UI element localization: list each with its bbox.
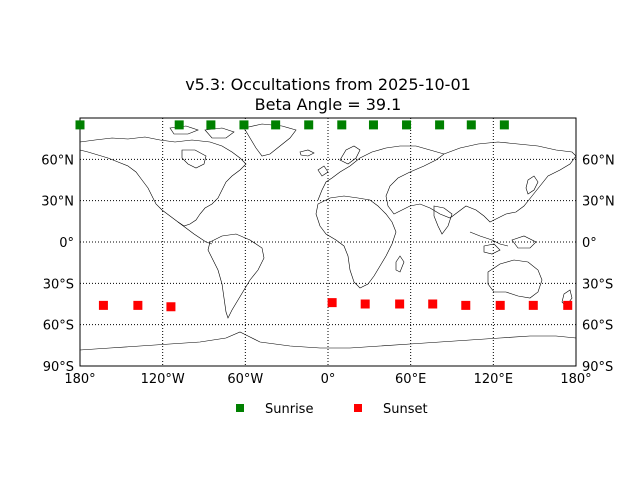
sunset-marker [528,300,538,310]
y-tick-label-right: 30°N [582,195,615,210]
sunset-marker [495,300,505,310]
sunrise-marker [402,120,412,130]
sunrise-marker [206,120,216,130]
sunset-marker [98,300,108,310]
legend-sunrise-marker [236,404,244,412]
x-tick-label: 120°W [141,372,185,387]
sunrise-marker [304,120,314,130]
map-frame [79,117,577,367]
sunrise-marker [435,120,445,130]
sunset-marker [428,299,438,309]
sunset-marker [166,302,176,312]
y-tick-label-left: 0° [59,236,74,251]
title-line-1: v5.3: Occultations from 2025-10-01 [185,75,471,94]
y-tick-label-left: 90°S [43,360,74,375]
sunrise-marker [239,120,249,130]
x-tick-label: 180° [560,372,591,387]
sunrise-marker [75,120,85,130]
coastlines [79,123,577,351]
sunset-marker [461,300,471,310]
sunset-marker [133,300,143,310]
x-tick-label: 60°W [227,372,263,387]
sunset-marker [395,299,405,309]
sunrise-marker [271,120,281,130]
sunrise-marker [368,120,378,130]
x-tick-label: 60°E [395,372,426,387]
x-tick-label: 0° [321,372,336,387]
x-tick-label: 180° [64,372,95,387]
sunset-marker [327,298,337,308]
y-tick-label-right: 0° [582,236,597,251]
y-tick-label-left: 60°S [43,319,74,334]
axis-ticks: 180° 120°W 60°W 0° 60°E 120°E 180° 60°N 60°N 30°N… [41,153,615,387]
y-tick-label-right: 90°S [582,360,613,375]
x-tick-label: 120°E [474,372,514,387]
gridlines [80,118,576,366]
y-tick-label-left: 60°N [41,153,74,168]
y-tick-label-right: 60°N [582,153,615,168]
sunrise-marker [337,120,347,130]
sunset-marker [563,300,573,310]
sunrise-marker [499,120,509,130]
sunrise-marker [466,120,476,130]
y-tick-label-left: 30°S [43,277,74,292]
legend-sunrise-label: Sunrise [265,402,313,417]
sunrise-marker [174,120,184,130]
title-line-2: Beta Angle = 39.1 [255,95,402,114]
y-tick-label-right: 30°S [582,277,613,292]
y-tick-label-left: 30°N [41,195,74,210]
sunset-marker [360,299,370,309]
legend: Sunrise Sunset [236,402,428,417]
data-markers [75,120,573,312]
legend-sunset-marker [354,404,362,412]
y-tick-label-right: 60°S [582,319,613,334]
legend-sunset-label: Sunset [383,402,428,417]
